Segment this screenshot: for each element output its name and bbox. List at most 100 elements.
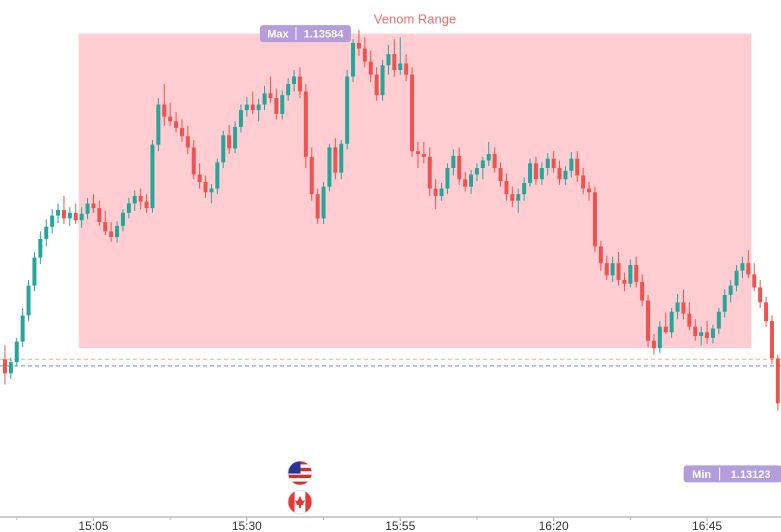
candle-body xyxy=(581,175,586,189)
candle-body xyxy=(238,110,243,127)
candle-body xyxy=(138,196,143,202)
candle-body xyxy=(2,359,7,374)
candle-body xyxy=(8,362,13,374)
candle-body xyxy=(504,181,509,195)
candle-body xyxy=(457,155,462,180)
venom-range-box xyxy=(78,33,752,349)
candle-body xyxy=(309,156,314,195)
candle-body xyxy=(197,174,202,182)
candle-body xyxy=(480,160,485,168)
candle-body xyxy=(398,63,403,70)
candle xyxy=(115,221,120,243)
candle xyxy=(292,70,297,92)
candle xyxy=(315,188,320,224)
candle-body xyxy=(280,95,285,114)
candle xyxy=(634,256,639,288)
x-axis: 15:05 15:30 15:55 16:20 16:45 xyxy=(0,516,781,532)
candle xyxy=(587,182,592,201)
candle-body xyxy=(297,76,302,92)
x-tick-label: 16:45 xyxy=(692,519,722,532)
candle-body xyxy=(179,127,184,137)
candle-body xyxy=(433,188,438,196)
candle-body xyxy=(315,194,320,219)
candle xyxy=(368,50,373,83)
candle xyxy=(156,98,161,152)
candle xyxy=(705,321,710,344)
candle xyxy=(575,151,580,182)
candle xyxy=(61,196,66,224)
candle-body xyxy=(463,179,468,187)
candle-body xyxy=(109,231,114,238)
candle xyxy=(8,357,13,379)
candle xyxy=(203,175,208,198)
candle-body xyxy=(215,162,220,189)
candle-body xyxy=(752,274,757,288)
candle xyxy=(79,207,84,228)
candle xyxy=(563,166,568,185)
candle xyxy=(85,197,90,220)
min-badge-label: Min xyxy=(692,469,711,481)
candle-body xyxy=(262,93,267,105)
candle xyxy=(510,186,515,208)
candle xyxy=(663,312,668,335)
candle xyxy=(610,256,615,282)
candle xyxy=(120,209,125,232)
candle-body xyxy=(73,212,78,221)
candle-body xyxy=(775,358,780,404)
candle xyxy=(162,84,167,126)
candle-body xyxy=(592,192,597,247)
candle-body xyxy=(221,135,226,163)
candle-body xyxy=(734,270,739,286)
candle xyxy=(504,173,509,201)
candle xyxy=(179,119,184,142)
candle xyxy=(758,280,763,308)
candles xyxy=(2,29,780,411)
candle xyxy=(392,39,397,77)
candle xyxy=(640,274,645,307)
candle-body xyxy=(44,226,49,239)
candle-body xyxy=(203,182,208,193)
candle xyxy=(386,44,391,75)
candle-body xyxy=(604,263,609,276)
candle-body xyxy=(699,332,704,336)
candle-body xyxy=(380,65,385,96)
candle xyxy=(415,141,420,168)
candle xyxy=(185,126,190,154)
x-tick-label: 16:20 xyxy=(539,519,569,532)
candle xyxy=(309,147,314,201)
candle xyxy=(174,112,179,133)
candle-body xyxy=(132,196,137,204)
candle-body xyxy=(610,263,615,276)
candle xyxy=(126,197,131,219)
candle-body xyxy=(740,263,745,271)
candle-body xyxy=(622,280,627,284)
candle-body xyxy=(651,340,656,349)
candle xyxy=(97,200,102,226)
candle-body xyxy=(492,154,497,168)
candle-body xyxy=(150,144,155,209)
candle xyxy=(451,149,456,176)
candle xyxy=(233,121,238,154)
candle-body xyxy=(640,281,645,301)
candle xyxy=(746,250,751,279)
venom-range-label: Venom Range xyxy=(374,12,456,27)
candle xyxy=(362,37,367,68)
candle-body xyxy=(126,203,131,213)
candle xyxy=(492,147,497,173)
candle-body xyxy=(374,74,379,96)
candle-body xyxy=(545,158,550,168)
candle xyxy=(433,179,438,210)
candle xyxy=(693,319,698,341)
candle xyxy=(345,70,350,150)
candle xyxy=(539,162,544,185)
candle-body xyxy=(663,326,668,333)
candle-body xyxy=(758,287,763,303)
candle xyxy=(380,59,385,101)
candle-body xyxy=(486,154,491,161)
candle-body xyxy=(168,116,173,122)
candle xyxy=(728,280,733,303)
candle xyxy=(498,162,503,187)
candle-body xyxy=(233,126,238,149)
candle xyxy=(168,102,173,126)
candle-body xyxy=(716,311,721,329)
